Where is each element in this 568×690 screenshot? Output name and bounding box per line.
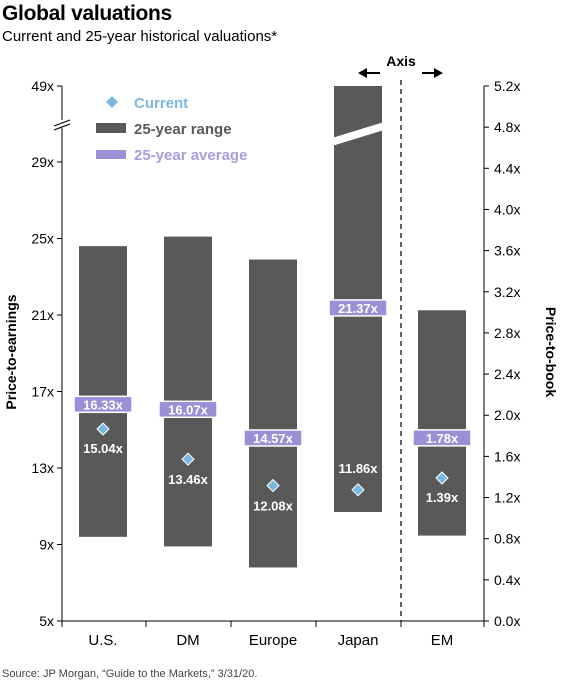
- legend-average-icon: [96, 150, 126, 159]
- average-label: 21.37x: [338, 301, 379, 316]
- right-tick-label: 0.8x: [494, 531, 520, 547]
- range-bar-dm: [164, 236, 212, 547]
- average-label: 1.78x: [426, 431, 459, 446]
- average-marker: [328, 299, 388, 317]
- current-label: 15.04x: [83, 441, 124, 456]
- left-tick-label: 21x: [31, 307, 54, 323]
- chart-title: Global valuations: [2, 2, 172, 25]
- current-label: 1.39x: [426, 490, 459, 505]
- legend-current-label: Current: [134, 95, 188, 112]
- category-label: DM: [176, 632, 199, 649]
- legend-range-icon: [96, 123, 126, 133]
- right-tick-label: 3.6x: [494, 243, 520, 259]
- left-axis-title: Price-to-earnings: [3, 294, 19, 409]
- left-tick-label: 49x: [31, 78, 54, 94]
- average-marker: [158, 400, 218, 419]
- right-tick-label: 0.0x: [494, 613, 520, 629]
- range-bar-us: [79, 246, 127, 537]
- category-label: U.S.: [88, 632, 117, 649]
- average-label: 14.57x: [253, 431, 294, 446]
- right-tick-label: 2.8x: [494, 325, 520, 341]
- axis-break-gap: [54, 120, 70, 128]
- current-marker: [435, 471, 449, 485]
- range-bar-europe: [249, 259, 297, 568]
- current-label: 13.46x: [168, 472, 209, 487]
- axis-break-mark: [53, 119, 71, 127]
- chart-source: Source: JP Morgan, “Guide to the Markets…: [2, 668, 258, 680]
- current-label: 12.08x: [253, 499, 294, 514]
- average-marker: [243, 429, 303, 447]
- right-tick-label: 4.4x: [494, 160, 520, 176]
- current-label: 11.86x: [338, 461, 378, 476]
- current-marker: [266, 478, 280, 493]
- left-tick-label: 29x: [31, 154, 54, 170]
- right-tick-label: 5.2x: [494, 78, 520, 94]
- category-label: EM: [431, 632, 454, 649]
- right-tick-label: 4.8x: [494, 119, 520, 135]
- average-label: 16.33x: [83, 397, 124, 412]
- legend-average-label: 25-year average: [134, 147, 247, 164]
- left-tick-label: 17x: [31, 384, 54, 400]
- left-tick-label: 5x: [39, 613, 54, 629]
- right-tick-label: 1.2x: [494, 490, 520, 506]
- category-label: Europe: [249, 632, 297, 649]
- average-marker: [73, 395, 133, 414]
- right-tick-label: 2.4x: [494, 366, 520, 382]
- right-tick-label: 1.6x: [494, 448, 520, 464]
- axis-arrow-left-head: [358, 68, 367, 78]
- chart-subtitle: Current and 25-year historical valuation…: [2, 28, 278, 45]
- range-bar-break: [332, 122, 384, 146]
- right-axis-title: Price-to-book: [543, 307, 559, 397]
- average-marker: [412, 429, 472, 447]
- axis-arrow-right-head: [434, 68, 443, 78]
- current-marker: [181, 452, 195, 466]
- right-tick-label: 4.0x: [494, 201, 520, 217]
- axis-divider-label: Axis: [386, 53, 416, 69]
- range-bar-japan: [334, 86, 382, 512]
- category-label: Japan: [338, 632, 379, 649]
- average-label: 16.07x: [168, 402, 209, 417]
- current-marker: [351, 483, 365, 497]
- legend-current-icon: [106, 96, 118, 108]
- right-tick-label: 2.0x: [494, 407, 520, 423]
- range-bar-em: [418, 310, 466, 536]
- current-marker: [96, 422, 110, 436]
- legend-range-label: 25-year range: [134, 121, 232, 138]
- right-tick-label: 3.2x: [494, 284, 520, 300]
- left-tick-label: 9x: [39, 537, 54, 553]
- axis-break-mark: [53, 123, 71, 131]
- right-tick-label: 0.4x: [494, 572, 520, 588]
- left-tick-label: 13x: [31, 460, 54, 476]
- left-tick-label: 25x: [31, 231, 54, 247]
